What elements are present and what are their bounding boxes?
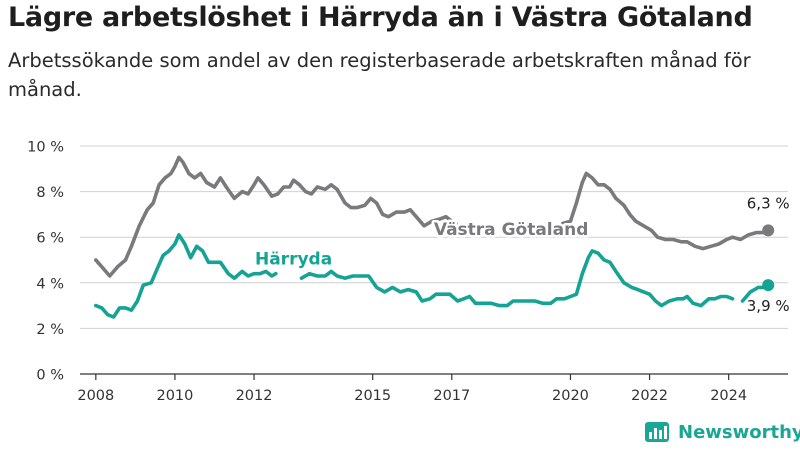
series-line-harryda	[299, 249, 735, 308]
series-line-harryda	[94, 233, 278, 319]
series-label-halo-vg: Västra Götaland	[434, 220, 589, 240]
newsworthy-logo-icon	[645, 422, 669, 442]
y-tick-label: 0 %	[36, 368, 64, 384]
series-label-halo-harryda: Härryda	[255, 250, 332, 270]
x-tick-label: 2008	[77, 388, 114, 404]
y-axis: 0 % 2 % 4 % 6 % 8 % 10 %	[27, 140, 64, 384]
x-tick-label: 2024	[710, 388, 747, 404]
series-line-vg	[94, 155, 458, 278]
brand-name: Newsworthy	[678, 421, 800, 443]
x-tick-label: 2015	[354, 388, 391, 404]
x-tick-label: 2012	[236, 388, 273, 404]
end-value-label-harryda: 3,9 %	[747, 297, 790, 315]
series-end-point-harryda	[762, 279, 775, 292]
x-tick-label: 2010	[156, 388, 193, 404]
x-tick-label: 2017	[433, 388, 470, 404]
chart-title: Lägre arbetslöshet i Härryda än i Västra…	[8, 2, 753, 33]
series-lines	[94, 155, 775, 319]
y-tick-label: 8 %	[36, 185, 64, 201]
end-value-label-vg: 6,3 %	[747, 194, 790, 212]
newsworthy-logo: Newsworthy	[645, 420, 800, 444]
y-tick-label: 10 %	[27, 140, 64, 156]
y-tick-label: 6 %	[36, 231, 64, 247]
series-label-harryda: Härryda	[255, 250, 332, 270]
chart-subtitle: Arbetssökande som andel av den registerb…	[8, 49, 751, 101]
series-end-point-vg	[762, 224, 775, 237]
x-tick-label: 2020	[552, 388, 589, 404]
gridlines	[80, 145, 788, 329]
x-axis: 2008 2010 2012 2015 2017 2020 2022 2024	[77, 373, 788, 404]
series-label-vg: Västra Götaland	[434, 220, 589, 240]
series-line-vg	[560, 171, 770, 251]
x-tick-label: 2022	[631, 388, 668, 404]
y-tick-label: 4 %	[36, 276, 64, 292]
y-tick-label: 2 %	[36, 322, 64, 338]
